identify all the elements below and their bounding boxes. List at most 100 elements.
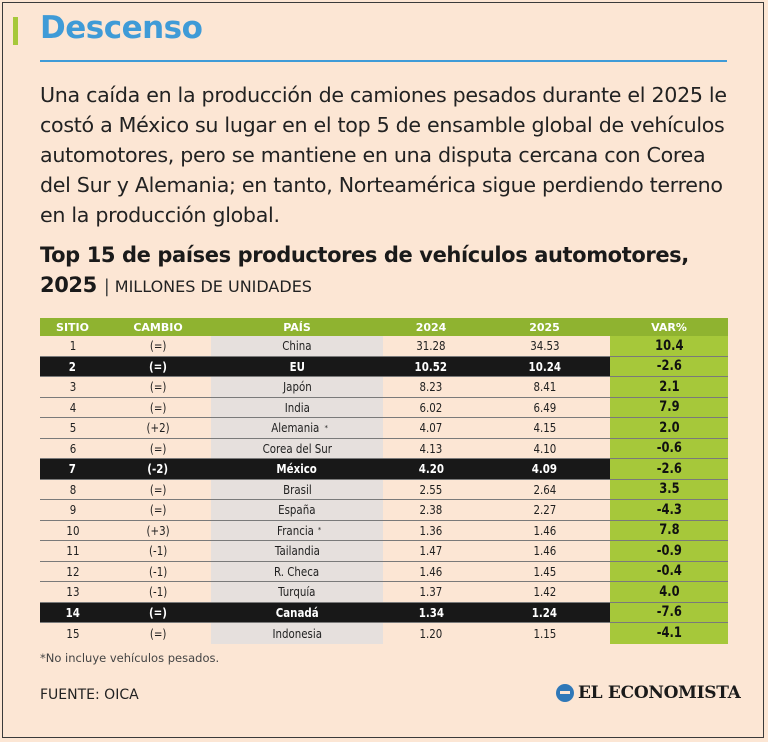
- cell-2024: 10.52: [383, 359, 479, 374]
- cell-var-text: -4.3: [656, 501, 682, 518]
- cell-2025-text: 1.15: [533, 625, 556, 641]
- cell-pais: Canadá: [211, 603, 383, 623]
- cell-sitio-text: 12: [65, 563, 80, 579]
- cell-pais: India: [211, 397, 383, 417]
- cell-2025: 1.46: [479, 523, 610, 538]
- cell-cambio-text: (-1): [148, 563, 168, 579]
- cell-2024: 2.55: [383, 482, 479, 497]
- table-row: 4 (=) India 6.02 6.49 7.9: [40, 397, 728, 418]
- cell-cambio: (=): [105, 605, 211, 620]
- cell-2024: 1.34: [383, 605, 479, 620]
- cell-pais-text: Canadá: [275, 604, 319, 620]
- cell-pais-text: Francia: [276, 522, 314, 538]
- title-accent-bar: [13, 17, 18, 45]
- cell-2025: 4.09: [479, 461, 610, 476]
- table-body: 1 (=) China 31.28 34.53 10.4 2 (=) EU 10.52 10.24 -…: [40, 336, 728, 644]
- header-cambio: CAMBIO: [133, 320, 183, 334]
- cell-cambio-text: (=): [149, 358, 167, 374]
- cell-pais: Brasil: [211, 479, 383, 499]
- brand-icon: [556, 684, 574, 702]
- cell-var: 2.1: [610, 377, 728, 397]
- cell-2025: 1.46: [479, 543, 610, 558]
- cell-2024-text: 31.28: [416, 338, 446, 354]
- cell-var-text: 2.0: [658, 419, 680, 436]
- cell-2025: 10.24: [479, 359, 610, 374]
- cell-cambio: (-2): [105, 461, 211, 476]
- cell-sitio-text: 5: [69, 420, 76, 436]
- cell-sitio-text: 15: [65, 625, 80, 641]
- title-divider: [40, 60, 727, 62]
- cell-sitio: 8: [40, 482, 105, 497]
- cell-2025: 1.24: [479, 605, 610, 620]
- cell-pais-text: Corea del Sur: [262, 440, 332, 456]
- cell-2024: 1.46: [383, 564, 479, 579]
- cell-cambio: (+2): [105, 420, 211, 435]
- table-row: 5 (+2) Alemania * 4.07 4.15 2.0: [40, 418, 728, 439]
- cell-sitio: 5: [40, 420, 105, 435]
- cell-var: 2.0: [610, 418, 728, 438]
- cell-pais-text: Alemania: [271, 420, 320, 436]
- cell-sitio-text: 7: [68, 461, 77, 477]
- cell-pais: Turquía: [211, 582, 383, 602]
- cell-2024-text: 4.07: [419, 420, 443, 436]
- cell-2024: 4.07: [383, 420, 479, 435]
- cell-cambio: (=): [105, 502, 211, 517]
- cell-2025-text: 4.09: [531, 461, 558, 477]
- cell-sitio-text: 1: [69, 338, 76, 354]
- cell-sitio-text: 14: [65, 604, 80, 620]
- cell-2024: 8.23: [383, 379, 479, 394]
- cell-2024-text: 10.52: [414, 358, 448, 374]
- cell-pais-text: México: [276, 461, 318, 477]
- cell-cambio: (=): [105, 400, 211, 415]
- cell-sitio: 12: [40, 564, 105, 579]
- cell-2025-text: 6.49: [533, 399, 556, 415]
- cell-var-text: -2.6: [656, 358, 682, 375]
- header-2024: 2024: [415, 320, 447, 334]
- cell-sitio-text: 4: [69, 399, 76, 415]
- production-table: SITIO CAMBIO PAÍS 2024 2025 VAR% 1 (=) Chi…: [40, 318, 728, 644]
- table-row: 1 (=) China 31.28 34.53 10.4: [40, 336, 728, 357]
- table-title-block: Top 15 de países productores de vehículo…: [40, 240, 740, 302]
- cell-pais-text: R. Checa: [274, 563, 320, 579]
- cell-pais-text: Turquía: [278, 584, 316, 600]
- cell-sitio: 6: [40, 441, 105, 456]
- cell-pais-text: China: [282, 338, 312, 354]
- cell-sitio: 11: [40, 543, 105, 558]
- cell-var-text: -0.4: [656, 563, 682, 580]
- cell-var: -2.6: [610, 459, 728, 479]
- header-2025: 2025: [529, 320, 560, 334]
- cell-var-text: 7.8: [658, 522, 680, 539]
- cell-sitio-text: 2: [68, 358, 77, 374]
- cell-pais-text: EU: [289, 358, 305, 374]
- cell-2025: 6.49: [479, 400, 610, 415]
- cell-pais: Japón: [211, 377, 383, 397]
- source-label: FUENTE: OICA: [40, 687, 139, 703]
- header-pais: PAÍS: [283, 320, 311, 334]
- cell-2024-text: 1.34: [418, 604, 444, 620]
- cell-sitio: 1: [40, 338, 105, 353]
- cell-var-text: 4.0: [658, 583, 680, 600]
- cell-cambio: (-1): [105, 564, 211, 579]
- cell-2025-text: 1.46: [533, 522, 556, 538]
- cell-cambio-text: (-1): [148, 584, 168, 600]
- cell-pais: China: [211, 336, 383, 356]
- cell-sitio-text: 11: [65, 543, 80, 559]
- cell-cambio-text: (+2): [146, 420, 170, 436]
- cell-sitio: 2: [40, 359, 105, 374]
- cell-2024: 31.28: [383, 338, 479, 353]
- cell-sitio-text: 9: [69, 502, 76, 518]
- cell-2025-text: 1.46: [533, 543, 556, 559]
- cell-sitio: 10: [40, 523, 105, 538]
- cell-sitio-text: 13: [65, 584, 80, 600]
- cell-cambio: (=): [105, 379, 211, 394]
- cell-var: -7.6: [610, 602, 728, 622]
- cell-pais: R. Checa: [211, 561, 383, 581]
- cell-var: 10.4: [610, 336, 728, 356]
- cell-2025-text: 1.24: [531, 604, 558, 620]
- cell-2024: 1.37: [383, 584, 479, 599]
- cell-2025: 4.15: [479, 420, 610, 435]
- cell-sitio: 7: [40, 461, 105, 476]
- cell-var: -0.4: [610, 561, 728, 581]
- cell-pais-text: Indonesia: [272, 625, 322, 641]
